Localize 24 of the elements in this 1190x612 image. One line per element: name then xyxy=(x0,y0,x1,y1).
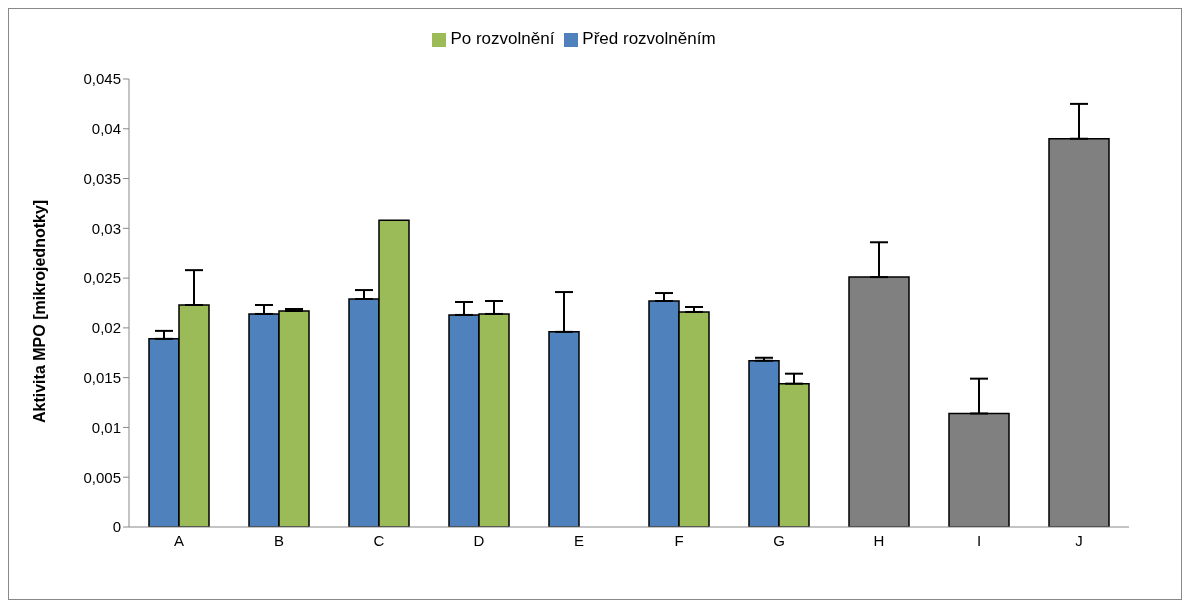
y-tick-label: 0,025 xyxy=(83,269,121,287)
x-tick-label: B xyxy=(273,531,285,549)
x-tick-label: I xyxy=(976,531,982,549)
y-axis-title: Aktivita MPO [mikrojednotky] xyxy=(30,199,48,423)
y-tick-label: 0,015 xyxy=(83,368,121,386)
y-tick-label: 0,01 xyxy=(91,418,121,436)
x-tick-label: F xyxy=(674,531,684,549)
x-tick-label: C xyxy=(373,531,385,549)
legend-label: Po rozvolnění xyxy=(450,29,555,48)
y-tick-label: 0,03 xyxy=(91,219,121,237)
y-tick-label: 0 xyxy=(112,518,121,536)
y-tick-label: 0,035 xyxy=(83,169,121,187)
x-tick-label: J xyxy=(1075,531,1083,549)
y-tick-label: 0,04 xyxy=(91,120,121,138)
x-tick-label: E xyxy=(573,531,585,549)
x-tick-label: A xyxy=(173,531,185,549)
y-tick-label: 0,005 xyxy=(83,468,121,486)
x-tick-label: D xyxy=(473,531,485,549)
x-tick-label: G xyxy=(773,531,785,549)
bar xyxy=(548,331,580,527)
y-tick-label: 0,02 xyxy=(91,319,121,337)
y-tick-label: 0,045 xyxy=(83,70,121,88)
legend-label: Před rozvolněním xyxy=(582,29,716,48)
x-tick-label: H xyxy=(873,531,885,549)
